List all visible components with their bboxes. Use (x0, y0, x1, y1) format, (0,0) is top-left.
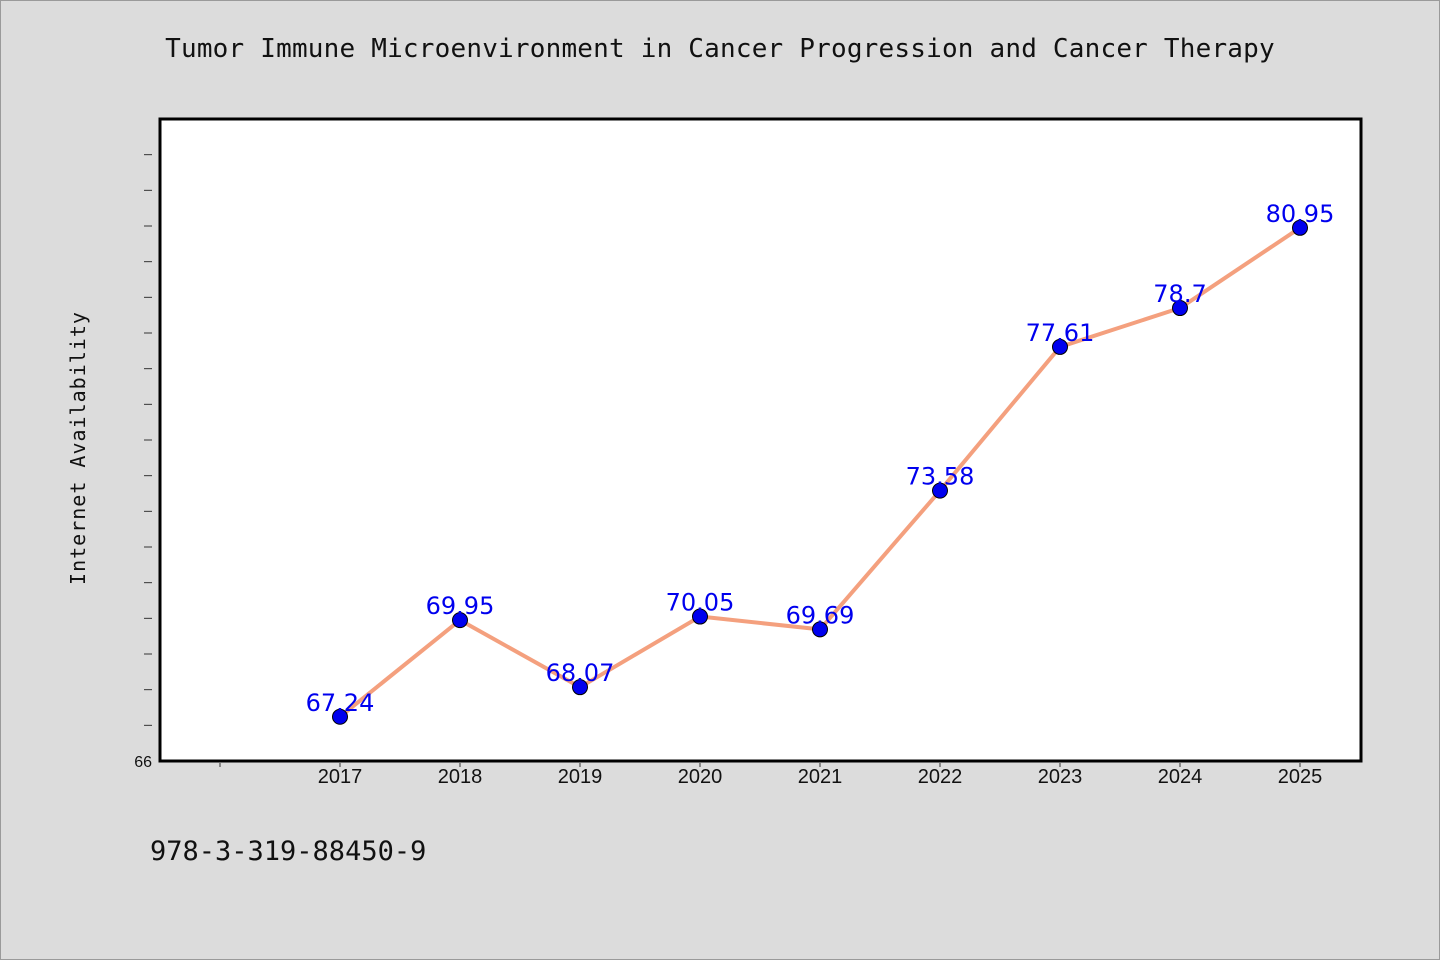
data-points (332, 219, 1308, 725)
data-point (932, 482, 948, 499)
data-point (1052, 338, 1068, 355)
data-label: 73.58 (906, 463, 975, 491)
data-point (572, 679, 588, 696)
data-point (332, 708, 348, 725)
x-tick-label: 2019 (558, 766, 603, 788)
x-tick-label: 2022 (918, 766, 963, 788)
x-tick-label: 2020 (678, 766, 723, 788)
data-label: 70.05 (666, 589, 735, 617)
data-label: 69.69 (786, 601, 855, 629)
y-axis-ticks: 66 (134, 154, 152, 771)
x-tick-label: 2017 (318, 766, 363, 788)
chart-title: Tumor Immune Microenvironment in Cancer … (165, 34, 1275, 64)
data-labels: 67.24 69.95 68.07 70.05 69.69 73.58 77.61 78.7 8… (306, 200, 1335, 717)
x-axis-ticks: 2017 2018 2019 2020 2021 2022 2023 2024 2025 (219, 763, 1323, 788)
x-tick-label: 2018 (438, 766, 483, 788)
data-point (1172, 300, 1188, 317)
y-tick-label: 66 (134, 754, 152, 771)
data-label: 67.24 (306, 689, 375, 717)
x-tick-label: 2023 (1038, 766, 1083, 788)
data-label: 77.61 (1026, 319, 1095, 347)
plot-area (158, 117, 1363, 763)
data-label: 68.07 (546, 659, 615, 687)
data-label: 69.95 (426, 592, 495, 620)
data-label: 80.95 (1266, 200, 1335, 228)
data-point (1292, 219, 1308, 236)
footer-text: 978-3-319-88450-9 (150, 836, 427, 867)
x-tick-label: 2024 (1158, 766, 1203, 788)
x-tick-label: 2021 (798, 766, 843, 788)
data-label: 78.7 (1153, 280, 1206, 308)
data-point (452, 612, 468, 629)
x-tick-label: 2025 (1278, 766, 1323, 788)
data-point (692, 608, 708, 625)
data-point (812, 621, 828, 638)
